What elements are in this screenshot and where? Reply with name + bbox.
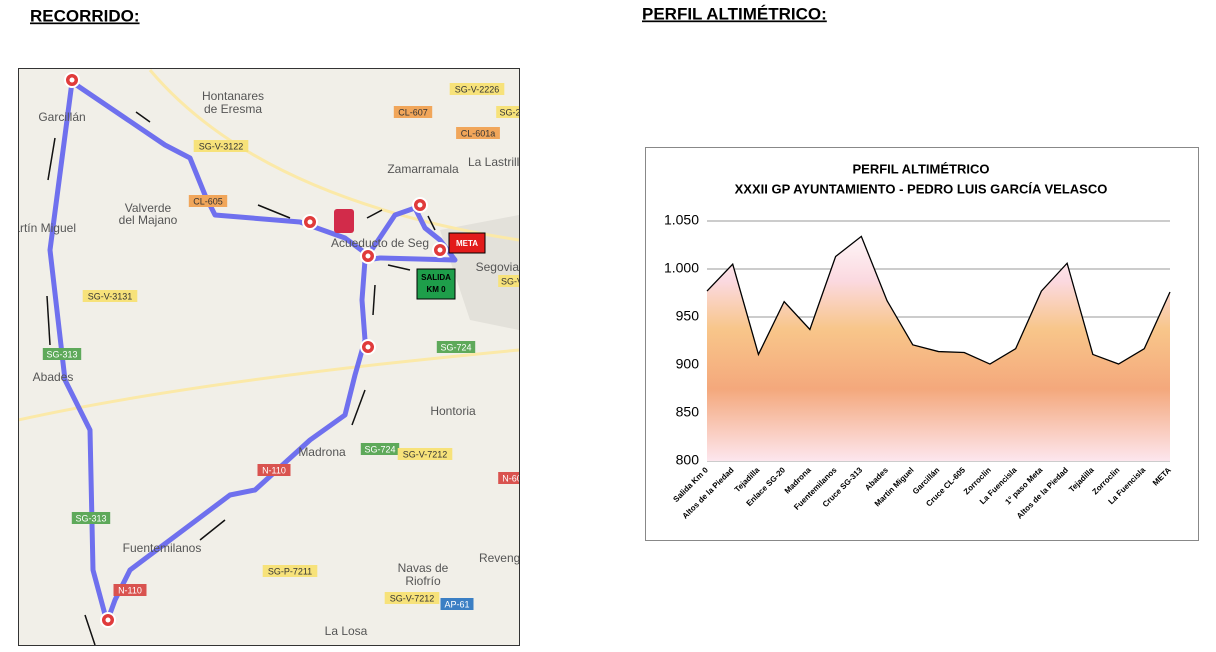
arrow — [427, 215, 436, 231]
road-label: CL-605 — [193, 196, 223, 206]
road-badge — [360, 443, 400, 455]
road-badge — [82, 290, 138, 302]
road-badge — [188, 195, 228, 207]
place-label: Valverde — [125, 201, 172, 215]
road-label: CL-601a — [461, 128, 496, 138]
road-badge — [113, 584, 147, 596]
area — [707, 236, 1170, 461]
line — [706, 235, 1171, 365]
road-badge — [393, 106, 433, 118]
place-label: Abades — [33, 370, 74, 384]
map-frame — [18, 68, 520, 646]
heading: RECORRIDO: — [30, 6, 140, 25]
marker-dot — [365, 253, 371, 259]
road-badge — [498, 472, 519, 484]
place-label: Garcillán — [38, 110, 85, 124]
arrow — [351, 389, 366, 426]
arrow — [199, 519, 226, 541]
marker-dot — [307, 219, 313, 225]
arrow — [84, 614, 96, 645]
road-label: SG-2 — [499, 107, 520, 117]
road-badge — [440, 598, 474, 610]
place-label: Zamarramala — [387, 162, 459, 176]
finish-label: META — [456, 239, 478, 248]
start-box — [416, 268, 456, 300]
road-label: SG-V-2226 — [455, 84, 500, 94]
chart-subtitle: XXXII GP AYUNTAMIENTO - PEDRO LUIS GARCÍ… — [735, 181, 1108, 196]
y-tick-label: 800 — [676, 452, 700, 468]
finish-icon — [334, 209, 354, 233]
y-tick-label: 850 — [676, 404, 700, 420]
road-label: SG-V-7212 — [390, 593, 435, 603]
marker-dot — [365, 344, 371, 350]
place-label: de Eresma — [204, 102, 262, 116]
road-badge — [262, 565, 318, 577]
road-badge — [257, 464, 291, 476]
place-label: La Losa — [325, 624, 368, 638]
marker-dot — [105, 617, 111, 623]
place-label: Riofrío — [405, 574, 441, 588]
y-tick-label: 1.000 — [664, 260, 699, 276]
place-label: Hontoria — [430, 404, 476, 418]
start-label: SALIDA — [421, 273, 451, 282]
place-label: Hontanares — [202, 89, 264, 103]
road — [18, 348, 519, 422]
place-label: Acueducto de Seg — [331, 236, 429, 250]
road-label: AP-61 — [444, 599, 469, 609]
place-label: La Lastrilla — [468, 155, 526, 169]
road-label: SG-313 — [46, 349, 77, 359]
road-label: SG-V-3122 — [199, 141, 244, 151]
chart-title: PERFIL ALTIMÉTRICO — [853, 161, 990, 176]
road-badge — [193, 140, 249, 152]
heading: PERFIL ALTIMÉTRICO: — [642, 4, 827, 23]
road-label: SG-V-7212 — [403, 449, 448, 459]
finish-box — [448, 232, 486, 254]
arrow — [46, 295, 51, 346]
arrow — [366, 209, 383, 219]
road-badge — [449, 83, 505, 95]
road-label: N-110 — [262, 465, 286, 475]
road-badge — [71, 512, 111, 524]
place-label: Revenga — [479, 551, 527, 565]
marker-dot — [437, 247, 443, 253]
place-label: Fuentemilanos — [123, 541, 202, 555]
road-badge — [436, 341, 476, 353]
road-label: CL-607 — [398, 107, 428, 117]
road — [148, 69, 519, 242]
road-label: SG-P-7211 — [268, 566, 312, 576]
start-label: KM 0 — [426, 285, 446, 294]
arrow — [257, 204, 291, 219]
marker-dot — [69, 77, 75, 83]
place-label: Segovia — [476, 260, 520, 274]
y-tick-label: 1.050 — [664, 212, 699, 228]
marker-dot — [417, 202, 423, 208]
place-label: del Majano — [119, 213, 178, 227]
place-label: Martín Miguel — [3, 221, 76, 235]
y-tick-label: 900 — [676, 356, 700, 372]
road-badge — [384, 592, 440, 604]
arrow — [372, 284, 376, 316]
place-label: Madrona — [298, 445, 346, 459]
road-label: SG-313 — [75, 513, 106, 523]
road-label: SG-724 — [364, 444, 395, 454]
road-label: N-60 — [502, 473, 522, 483]
arrow — [387, 264, 411, 271]
y-tick-label: 950 — [676, 308, 700, 324]
road-label: SG-V — [501, 276, 523, 286]
arrow — [135, 111, 151, 123]
arrow — [47, 137, 56, 181]
road-label: N-110 — [118, 585, 142, 595]
road-badge — [498, 275, 519, 287]
road-badge — [397, 448, 453, 460]
road-label: SG-724 — [440, 342, 471, 352]
road-badge — [42, 348, 82, 360]
road-badge — [496, 106, 519, 118]
road-label: SG-V-3131 — [88, 291, 133, 301]
place-label: Navas de — [398, 561, 449, 575]
road-badge — [456, 127, 500, 139]
